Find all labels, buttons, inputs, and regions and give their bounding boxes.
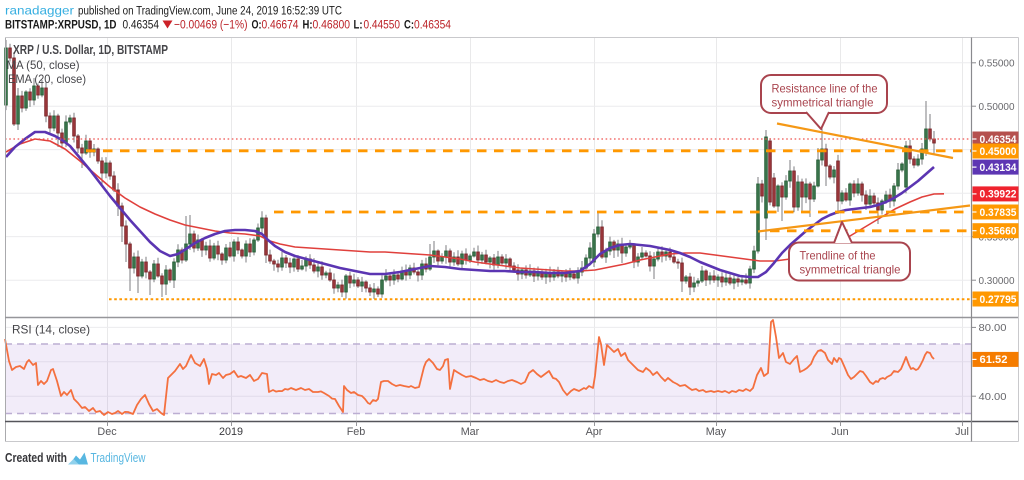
svg-text:0.45000: 0.45000 xyxy=(980,146,1017,158)
svg-text:Jun: Jun xyxy=(831,426,848,438)
svg-text:0.44550: 0.44550 xyxy=(364,18,401,32)
svg-text:Created with: Created with xyxy=(5,451,67,465)
svg-text:May: May xyxy=(706,426,727,438)
svg-text:Jul: Jul xyxy=(955,426,969,438)
svg-text:0.39922: 0.39922 xyxy=(980,189,1017,201)
svg-text:H:: H: xyxy=(303,18,313,32)
svg-text:80.00: 80.00 xyxy=(979,323,1007,334)
svg-text:Mar: Mar xyxy=(461,426,480,438)
svg-text:−0.00469 (−1%): −0.00469 (−1%) xyxy=(174,18,248,32)
svg-text:ranadagger: ranadagger xyxy=(5,4,74,18)
svg-text:61.52: 61.52 xyxy=(980,354,1008,366)
svg-text:C:: C: xyxy=(404,18,414,32)
svg-text:TradingView: TradingView xyxy=(91,451,147,465)
svg-text:0.46354: 0.46354 xyxy=(414,18,451,32)
svg-text:0.27795: 0.27795 xyxy=(980,294,1017,306)
svg-text:EMA (20, close): EMA (20, close) xyxy=(8,72,86,86)
svg-text:Feb: Feb xyxy=(347,426,366,438)
svg-text:BITSTAMP:XRPUSD, 1D: BITSTAMP:XRPUSD, 1D xyxy=(5,18,117,32)
svg-text:Trendline of the: Trendline of the xyxy=(800,248,876,262)
svg-text:symmetrical triangle: symmetrical triangle xyxy=(772,96,874,110)
svg-text:0.46354: 0.46354 xyxy=(123,18,160,32)
svg-text:0.43134: 0.43134 xyxy=(980,162,1017,174)
svg-text:Apr: Apr xyxy=(586,426,603,438)
svg-text:Resistance line of the: Resistance line of the xyxy=(772,82,878,96)
svg-text:Dec: Dec xyxy=(97,426,117,438)
svg-text:0.37835: 0.37835 xyxy=(980,207,1017,219)
svg-text:published on TradingView.com,: published on TradingView.com, June 24, 2… xyxy=(78,4,342,18)
svg-text:0.55000: 0.55000 xyxy=(979,59,1015,70)
svg-text:0.46674: 0.46674 xyxy=(262,18,299,32)
svg-text:40.00: 40.00 xyxy=(979,392,1007,403)
svg-text:2019: 2019 xyxy=(219,426,243,438)
svg-text:L:: L: xyxy=(354,18,363,32)
svg-text:0.50000: 0.50000 xyxy=(979,102,1015,113)
svg-text:XRP / U.S. Dollar, 1D, BITSTAM: XRP / U.S. Dollar, 1D, BITSTAMP xyxy=(13,43,168,57)
svg-text:RSI (14, close): RSI (14, close) xyxy=(12,323,90,337)
svg-text:0.30000: 0.30000 xyxy=(979,276,1015,287)
svg-text:0.46800: 0.46800 xyxy=(313,18,351,32)
svg-text:0.35660: 0.35660 xyxy=(980,226,1017,238)
svg-text:O:: O: xyxy=(252,18,262,32)
svg-text:MA (50, close): MA (50, close) xyxy=(7,58,80,72)
svg-text:symmetrical triangle: symmetrical triangle xyxy=(800,262,901,276)
svg-text:0.46354: 0.46354 xyxy=(980,134,1017,146)
